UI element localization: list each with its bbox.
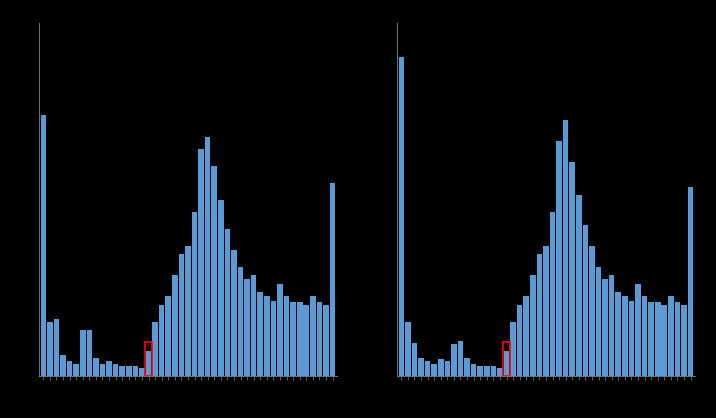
Bar: [126, 366, 132, 376]
Bar: [132, 366, 138, 376]
Bar: [504, 351, 509, 376]
Bar: [589, 246, 595, 376]
Bar: [106, 361, 112, 376]
Bar: [681, 305, 687, 376]
Bar: [642, 296, 647, 376]
Bar: [211, 166, 217, 376]
Bar: [674, 302, 680, 376]
Bar: [113, 364, 118, 376]
Bar: [47, 321, 53, 376]
Bar: [251, 275, 256, 376]
Bar: [497, 368, 503, 376]
Bar: [316, 302, 322, 376]
Bar: [271, 301, 276, 376]
Bar: [153, 321, 158, 376]
Bar: [517, 305, 523, 376]
Bar: [87, 330, 92, 376]
Bar: [425, 361, 430, 376]
Bar: [635, 284, 641, 376]
Bar: [146, 351, 151, 376]
Bar: [688, 187, 693, 376]
Bar: [159, 305, 165, 376]
Bar: [297, 302, 302, 376]
Bar: [451, 344, 457, 376]
Bar: [54, 319, 59, 376]
Bar: [511, 321, 516, 376]
Bar: [178, 254, 184, 376]
Bar: [432, 364, 437, 376]
Bar: [244, 280, 250, 376]
Bar: [225, 229, 230, 376]
Bar: [609, 275, 614, 376]
Bar: [596, 267, 601, 376]
Bar: [330, 183, 335, 376]
Bar: [399, 56, 404, 376]
Bar: [655, 302, 660, 376]
Bar: [668, 296, 674, 376]
Bar: [471, 364, 476, 376]
Bar: [139, 368, 145, 376]
Bar: [100, 364, 105, 376]
Bar: [74, 364, 79, 376]
Bar: [67, 361, 72, 376]
Bar: [530, 275, 536, 376]
Bar: [556, 141, 562, 376]
Bar: [80, 330, 85, 376]
Bar: [490, 366, 496, 376]
Bar: [536, 254, 542, 376]
Bar: [284, 296, 289, 376]
Bar: [145, 342, 152, 376]
Bar: [649, 302, 654, 376]
Bar: [550, 212, 556, 376]
Bar: [543, 246, 548, 376]
Bar: [264, 296, 270, 376]
Bar: [576, 195, 581, 376]
Bar: [277, 284, 283, 376]
Bar: [622, 296, 628, 376]
Bar: [310, 296, 316, 376]
Bar: [602, 280, 608, 376]
Bar: [464, 358, 470, 376]
Bar: [503, 342, 510, 376]
Bar: [484, 366, 490, 376]
Bar: [629, 301, 634, 376]
Bar: [198, 149, 204, 376]
Bar: [616, 292, 621, 376]
Bar: [192, 212, 198, 376]
Bar: [172, 275, 178, 376]
Bar: [185, 246, 190, 376]
Bar: [93, 358, 99, 376]
Bar: [662, 305, 667, 376]
Bar: [60, 355, 66, 376]
Bar: [523, 296, 529, 376]
Bar: [569, 162, 575, 376]
Bar: [291, 302, 296, 376]
Bar: [458, 341, 463, 376]
Bar: [583, 225, 588, 376]
Bar: [304, 305, 309, 376]
Bar: [231, 250, 237, 376]
Bar: [165, 296, 171, 376]
Bar: [238, 267, 243, 376]
Bar: [438, 359, 443, 376]
Bar: [412, 343, 417, 376]
Bar: [323, 305, 329, 376]
Bar: [418, 358, 424, 376]
Bar: [120, 366, 125, 376]
Bar: [563, 120, 569, 376]
Bar: [405, 321, 411, 376]
Bar: [478, 366, 483, 376]
Bar: [258, 292, 263, 376]
Bar: [445, 361, 450, 376]
Bar: [218, 199, 223, 376]
Bar: [41, 115, 46, 376]
Bar: [205, 137, 211, 376]
